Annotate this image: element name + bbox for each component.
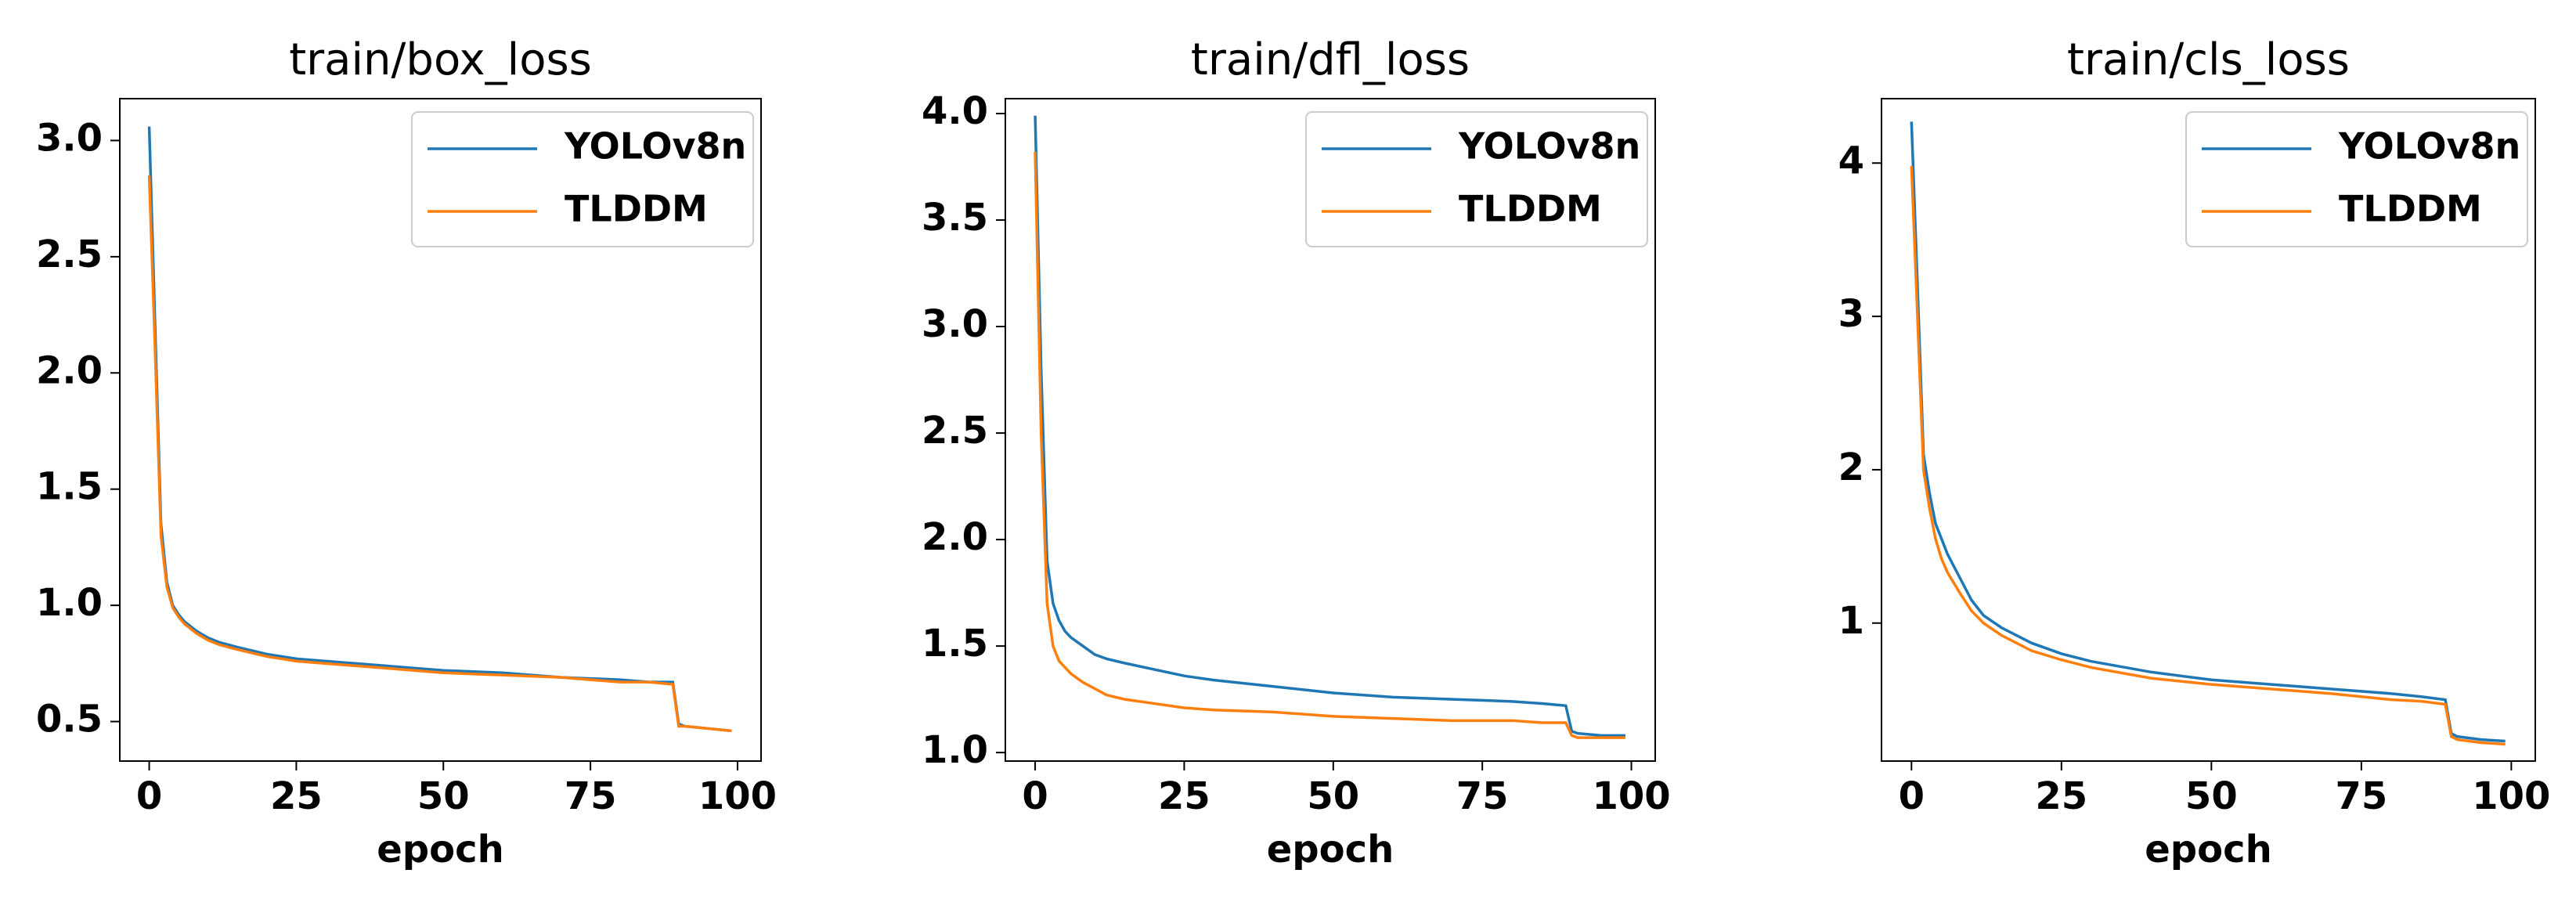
x-tick-label: 50 xyxy=(2185,774,2238,818)
x-tick-label: 75 xyxy=(2335,774,2387,818)
legend-label: YOLOv8n xyxy=(564,125,746,168)
y-tick-label: 2.5 xyxy=(36,233,103,276)
y-tick-label: 4 xyxy=(1838,139,1864,182)
x-tick-label: 75 xyxy=(1456,774,1509,818)
legend-label: TLDDM xyxy=(565,188,708,230)
y-tick-label: 2.0 xyxy=(922,515,988,559)
x-tick-label: 50 xyxy=(1307,774,1359,818)
legend-label: YOLOv8n xyxy=(2338,125,2520,168)
y-tick-label: 1.0 xyxy=(36,581,103,625)
y-tick-label: 2 xyxy=(1838,446,1864,489)
plot-frame xyxy=(119,98,762,762)
y-tick-label: 1.5 xyxy=(36,465,103,509)
x-tick-label: 75 xyxy=(565,774,617,818)
chart-title: train/dfl_loss xyxy=(1191,34,1470,85)
y-tick-label: 3.0 xyxy=(922,302,988,346)
x-tick-label: 100 xyxy=(1592,774,1670,818)
x-tick-label: 100 xyxy=(2472,774,2550,818)
x-tick-label: 0 xyxy=(1899,774,1925,818)
legend-label: TLDDM xyxy=(2339,188,2482,230)
y-tick-label: 3 xyxy=(1838,292,1864,336)
legend-label: YOLOv8n xyxy=(1458,125,1640,168)
x-tick-label: 0 xyxy=(136,774,162,818)
plot-frame xyxy=(1005,98,1656,762)
y-tick-label: 1.5 xyxy=(922,622,988,666)
x-axis-label: epoch xyxy=(2145,828,2272,871)
x-tick-label: 25 xyxy=(1158,774,1210,818)
chart-title: train/box_loss xyxy=(289,34,592,85)
y-tick-label: 1.0 xyxy=(922,728,988,772)
x-axis-label: epoch xyxy=(1267,828,1394,871)
y-tick-label: 4.0 xyxy=(922,89,988,133)
y-tick-label: 1 xyxy=(1838,599,1864,643)
x-axis-label: epoch xyxy=(377,828,504,871)
series-line xyxy=(1910,166,2506,746)
legend-box xyxy=(411,111,754,247)
series-line xyxy=(1910,121,2506,743)
legend-label: TLDDM xyxy=(1459,188,1602,230)
y-tick-label: 3.0 xyxy=(36,116,103,160)
legend-box xyxy=(2185,111,2528,247)
chart-title: train/cls_loss xyxy=(2067,34,2350,85)
legend-box xyxy=(1305,111,1648,247)
x-tick-label: 25 xyxy=(2035,774,2087,818)
x-tick-label: 25 xyxy=(270,774,323,818)
y-tick-label: 2.5 xyxy=(922,409,988,453)
x-tick-label: 0 xyxy=(1022,774,1048,818)
y-tick-label: 3.5 xyxy=(922,196,988,240)
y-tick-label: 2.0 xyxy=(36,348,103,392)
x-tick-label: 50 xyxy=(417,774,470,818)
x-tick-label: 100 xyxy=(698,774,777,818)
plot-frame xyxy=(1881,98,2536,762)
series-line xyxy=(1034,115,1625,738)
series-line xyxy=(1034,151,1625,739)
series-line xyxy=(147,175,732,733)
y-tick-label: 0.5 xyxy=(36,698,103,741)
